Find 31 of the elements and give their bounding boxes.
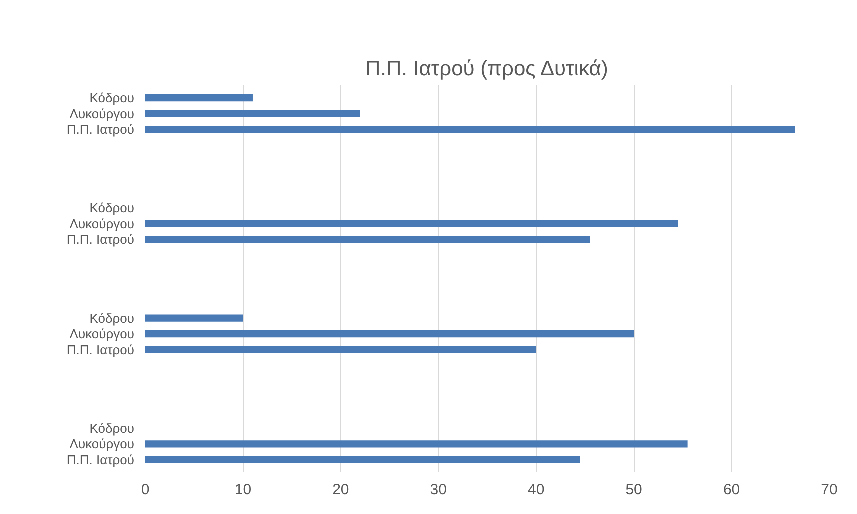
x-tick-label: 0 [141,482,150,498]
bar [146,330,634,338]
bar [146,236,590,244]
y-tick-label: Κόδρου [90,420,135,436]
x-tick-label: 20 [332,482,350,498]
y-tick-label: Κόδρου [90,200,135,216]
y-tick-label: Λυκούργου [70,436,135,452]
y-tick-label: Π.Π. Ιατρού [66,232,134,248]
bar [146,110,360,118]
y-tick-label: Λυκούργου [70,216,135,232]
chart-title: Π.Π. Ιατρού (προς Δυτικά) [366,58,608,80]
bar [146,126,796,134]
bar [146,94,253,102]
x-tick-label: 40 [528,482,545,498]
y-tick-label: Λυκούργου [70,326,135,342]
y-tick-label: Π.Π. Ιατρού [66,452,134,468]
y-tick-label: Κόδρου [90,310,135,326]
x-tick-label: 50 [626,482,642,498]
y-tick-label: Κόδρου [90,90,135,106]
x-tick-label: 30 [430,482,447,498]
bar [146,220,678,228]
x-tick-label: 10 [234,482,252,498]
bar [146,440,688,448]
y-tick-label: Λυκούργου [70,106,135,122]
bar [146,456,580,464]
y-tick-label: Π.Π. Ιατρού [66,122,134,138]
y-tick-label: Π.Π. Ιατρού [66,342,134,358]
x-tick-label: 60 [723,482,740,498]
bar [146,314,244,322]
x-tick-label: 70 [821,482,838,498]
bar [146,346,536,354]
